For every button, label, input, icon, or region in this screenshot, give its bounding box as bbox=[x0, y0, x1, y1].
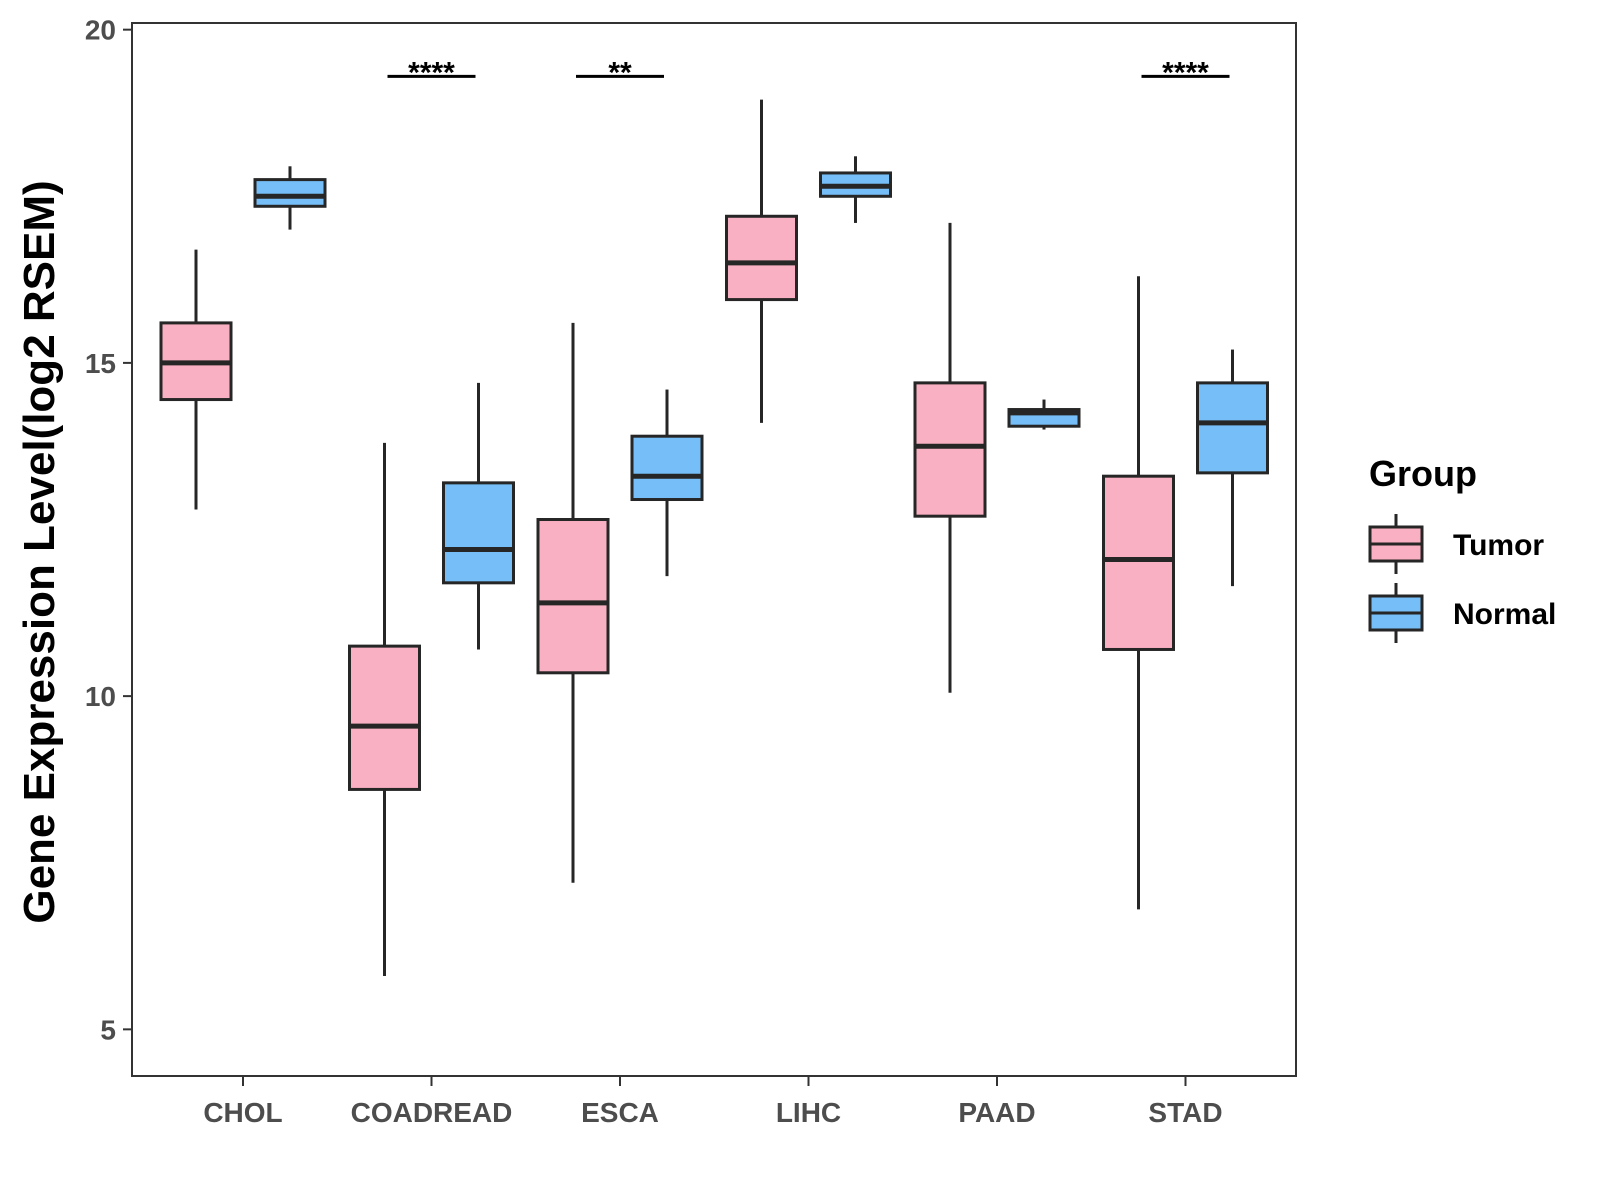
box-tumor-coadread bbox=[348, 442, 421, 977]
series-tumor bbox=[159, 99, 1175, 977]
x-axis: CHOL COADREAD ESCA LIHC PAAD STAD bbox=[203, 1076, 1223, 1128]
significance-coadread: **** bbox=[387, 56, 476, 89]
box-body bbox=[630, 434, 704, 502]
box-tumor-esca bbox=[536, 322, 610, 883]
legend-label: Normal bbox=[1453, 598, 1556, 631]
box-normal-stad bbox=[1196, 349, 1269, 587]
significance-label: **** bbox=[408, 56, 455, 89]
y-tick-label: 20 bbox=[85, 15, 116, 46]
legend-entry-tumor: Tumor bbox=[1368, 514, 1544, 574]
box-body bbox=[725, 214, 798, 302]
box-tumor-stad bbox=[1102, 276, 1175, 910]
y-tick-label: 5 bbox=[100, 1014, 116, 1045]
x-tick-label: CHOL bbox=[203, 1097, 282, 1128]
legend-label: Tumor bbox=[1453, 529, 1544, 562]
x-tick-label: STAD bbox=[1148, 1097, 1222, 1128]
box-tumor-lihc bbox=[725, 99, 798, 423]
y-tick-label: 15 bbox=[85, 348, 116, 379]
box-normal-coadread bbox=[442, 382, 515, 650]
box-series bbox=[159, 99, 1269, 977]
x-tick-label: ESCA bbox=[581, 1097, 659, 1128]
box-normal-paad bbox=[1007, 399, 1081, 430]
box-body bbox=[1102, 474, 1175, 651]
significance-label: **** bbox=[1162, 56, 1209, 89]
box-body bbox=[536, 518, 610, 675]
y-axis-title: Gene Expression Level(log2 RSEM) bbox=[15, 180, 64, 923]
y-axis: 5 10 15 20 bbox=[85, 15, 132, 1045]
box-normal-lihc bbox=[819, 156, 892, 223]
box-normal-esca bbox=[630, 389, 704, 577]
significance-label: ** bbox=[608, 56, 632, 89]
legend: Group Tumor Normal bbox=[1368, 453, 1556, 643]
box-body bbox=[348, 644, 421, 791]
y-tick-label: 10 bbox=[85, 681, 116, 712]
box-normal-chol bbox=[253, 166, 327, 230]
box-body bbox=[442, 481, 515, 585]
box-body bbox=[1196, 381, 1269, 475]
box-tumor-chol bbox=[159, 249, 233, 510]
x-tick-label: COADREAD bbox=[351, 1097, 513, 1128]
box-tumor-paad bbox=[913, 222, 987, 693]
box-body bbox=[253, 178, 327, 208]
legend-entry-normal: Normal bbox=[1368, 583, 1556, 643]
series-normal bbox=[253, 156, 1269, 650]
legend-title: Group bbox=[1369, 453, 1477, 494]
significance-annotations: **** ** **** bbox=[387, 56, 1230, 89]
box-body bbox=[913, 381, 987, 518]
significance-stad: **** bbox=[1141, 56, 1230, 89]
x-tick-label: PAAD bbox=[958, 1097, 1035, 1128]
x-tick-label: LIHC bbox=[776, 1097, 841, 1128]
significance-esca: ** bbox=[576, 56, 664, 89]
